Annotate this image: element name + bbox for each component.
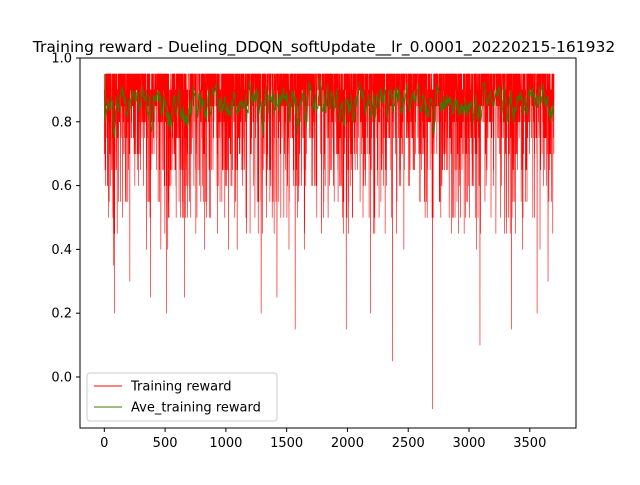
series-line-ave-training-reward (103, 73, 555, 139)
y-axis: 0.0 0.2 0.4 0.6 0.8 1.0 (51, 52, 80, 385)
y-tick-label: 0.4 (51, 243, 72, 258)
y-tick-label: 1.0 (51, 52, 72, 67)
legend-box (86, 372, 278, 422)
x-tick-label: 2000 (331, 436, 364, 451)
legend: Training reward Ave_training reward (86, 372, 278, 422)
x-tick-label: 1500 (270, 436, 303, 451)
axes-frame (79, 57, 577, 429)
x-tick-label: 0 (100, 436, 108, 451)
legend-label-ave-training-reward: Ave_training reward (131, 401, 261, 416)
x-tick-label: 2500 (392, 436, 425, 451)
series-group (103, 73, 555, 410)
chart-title: Training reward - Dueling_DDQN_softUpdat… (32, 38, 615, 57)
y-tick-label: 0.6 (51, 179, 72, 194)
y-tick-label: 0.2 (51, 307, 72, 322)
series-line-training-reward (104, 73, 555, 410)
y-tick-label: 0.8 (51, 115, 72, 130)
x-tick-label: 3500 (513, 436, 546, 451)
x-axis: 0 500 1000 1500 2000 2500 3000 3500 (100, 428, 546, 451)
legend-label-training-reward: Training reward (130, 380, 231, 395)
x-tick-label: 1000 (209, 436, 242, 451)
x-tick-label: 500 (153, 436, 178, 451)
plot-area (103, 73, 555, 410)
x-tick-label: 3000 (452, 436, 485, 451)
y-tick-label: 0.0 (51, 370, 72, 385)
